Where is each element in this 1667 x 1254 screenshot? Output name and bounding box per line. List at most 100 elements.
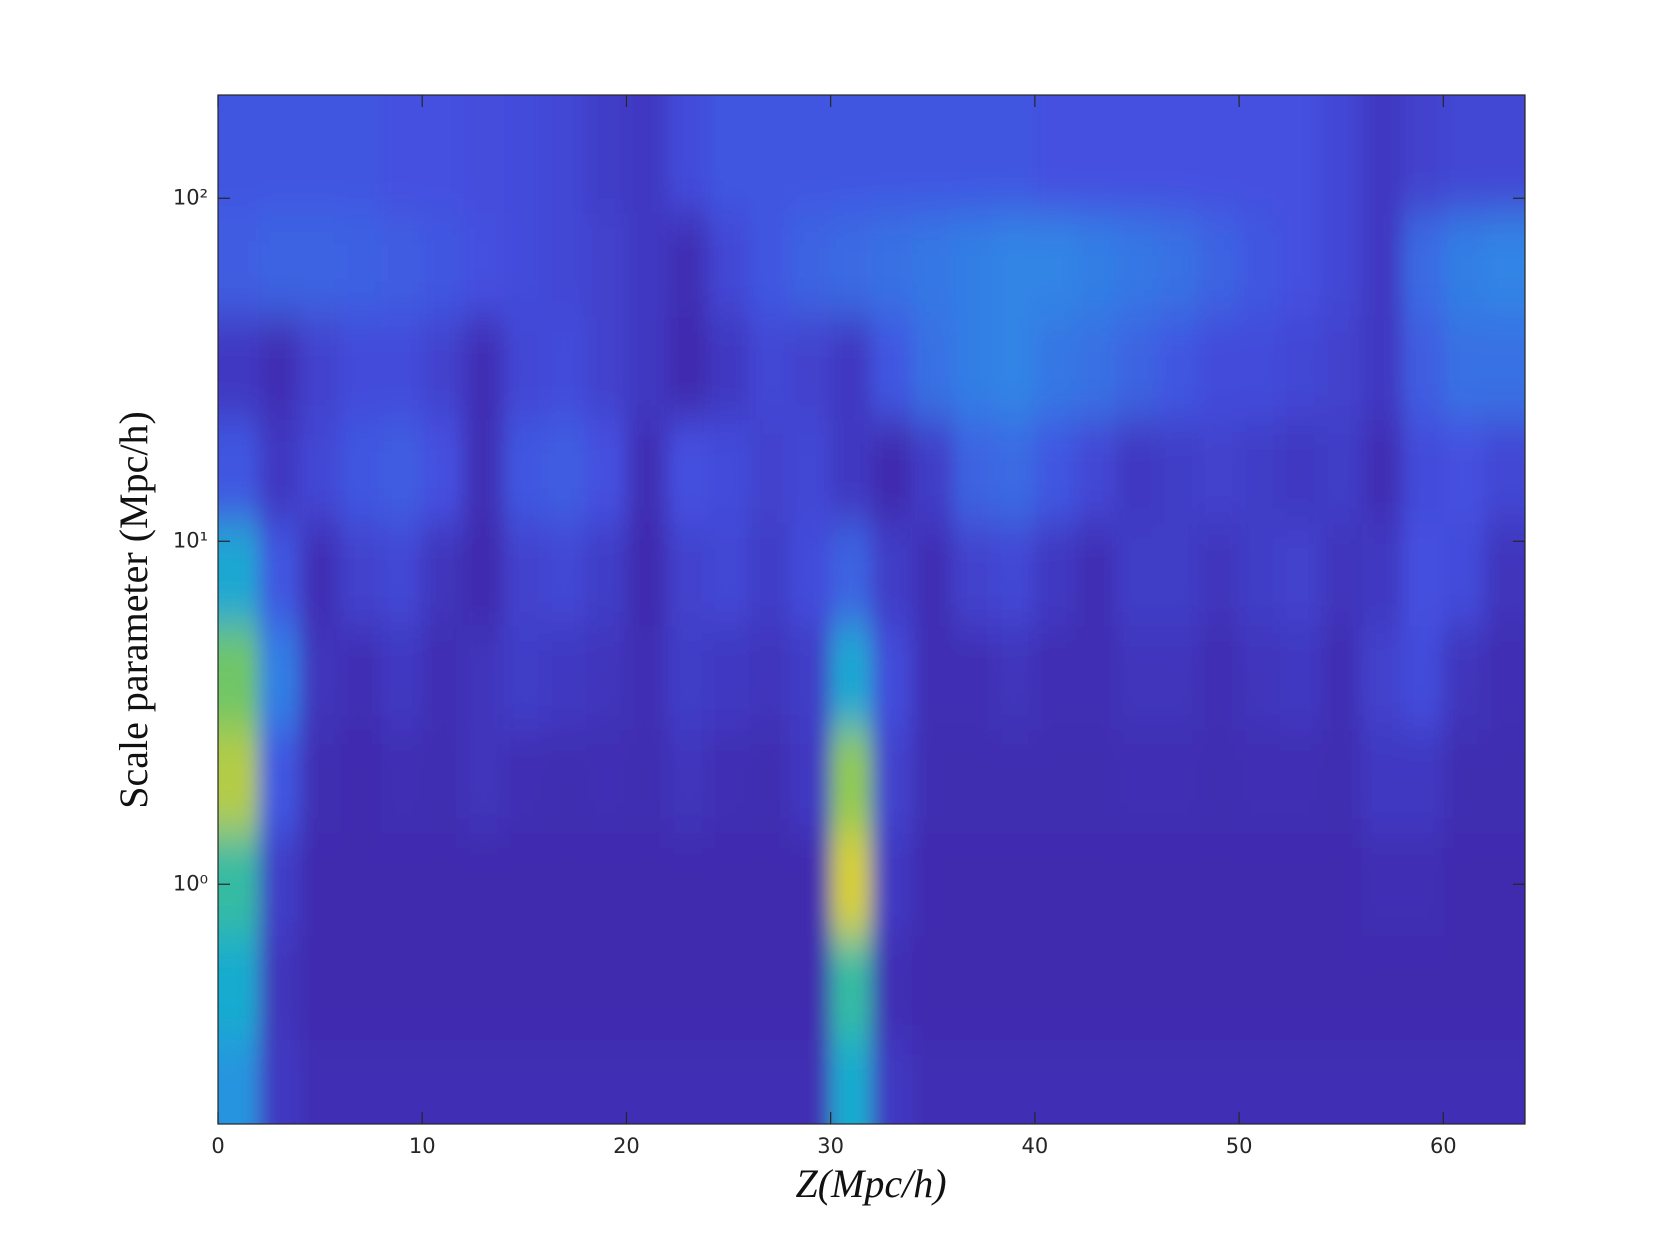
- y-tick-label: 10¹: [173, 528, 208, 552]
- heatmap-cell: [1402, 832, 1444, 937]
- heatmap-cell: [1034, 626, 1077, 730]
- heatmap-cell: [1116, 95, 1158, 214]
- heatmap-cell: [1484, 316, 1525, 421]
- heatmap-cell: [1075, 419, 1118, 524]
- heatmap-cell: [463, 419, 505, 524]
- heatmap-cell: [789, 522, 832, 627]
- heatmap-cell: [463, 626, 505, 730]
- heatmap-cell: [1443, 522, 1485, 627]
- heatmap-cell: [218, 935, 260, 1040]
- heatmap-cell: [503, 1039, 546, 1124]
- heatmap-cell: [585, 522, 627, 627]
- heatmap-cell: [830, 832, 872, 937]
- heatmap-cell: [953, 626, 995, 730]
- heatmap-cell: [667, 1039, 709, 1124]
- heatmap-cell: [503, 626, 546, 730]
- heatmap-cell: [381, 832, 423, 937]
- heatmap-cell: [1239, 213, 1281, 317]
- heatmap-cell: [340, 522, 382, 627]
- heatmap-cell: [422, 935, 464, 1040]
- heatmap-cell: [994, 316, 1036, 421]
- heatmap-cell: [258, 1039, 301, 1124]
- heatmap-cell: [953, 95, 995, 214]
- heatmap-cell: [748, 935, 791, 1040]
- heatmap-cell: [1484, 213, 1525, 317]
- heatmap-cell: [1361, 316, 1403, 421]
- heatmap-cell: [994, 419, 1036, 524]
- heatmap-cell: [218, 95, 260, 214]
- heatmap-cell: [708, 832, 750, 937]
- heatmap-cell: [1484, 419, 1525, 524]
- heatmap-cell: [258, 729, 301, 834]
- heatmap-cell: [1157, 729, 1199, 834]
- heatmap-cell: [422, 1039, 464, 1124]
- heatmap-cell: [422, 832, 464, 937]
- y-tick-label: 10⁰: [173, 871, 208, 895]
- heatmap-cell: [340, 832, 382, 937]
- x-tick-label: 40: [1022, 1134, 1049, 1158]
- heatmap-cell: [1075, 1039, 1118, 1124]
- heatmap-cell: [667, 316, 709, 421]
- heatmap-cell: [1361, 419, 1403, 524]
- heatmap-cell: [1402, 95, 1444, 214]
- heatmap-cell: [626, 95, 668, 214]
- heatmap-cell: [1361, 729, 1403, 834]
- heatmap-cell: [1034, 729, 1077, 834]
- heatmap-cell: [340, 1039, 382, 1124]
- heatmap-cell: [1198, 316, 1240, 421]
- heatmap-cell: [1279, 522, 1322, 627]
- heatmap-cell: [708, 213, 750, 317]
- heatmap-cell: [381, 729, 423, 834]
- heatmap-cell: [258, 213, 301, 317]
- heatmap-cell: [1157, 522, 1199, 627]
- heatmap-cell: [1116, 419, 1158, 524]
- heatmap-cell: [748, 213, 791, 317]
- heatmap-cell: [1320, 316, 1363, 421]
- heatmap-cell: [258, 935, 301, 1040]
- heatmap-cell: [1198, 832, 1240, 937]
- heatmap-cell: [1116, 935, 1158, 1040]
- heatmap-cell: [299, 729, 342, 834]
- heatmap-cell: [1239, 419, 1281, 524]
- heatmap-cell: [953, 522, 995, 627]
- heatmap-cell: [830, 522, 872, 627]
- heatmap-cell: [1279, 1039, 1322, 1124]
- heatmap-cell: [912, 522, 954, 627]
- axes-box: [217, 94, 1526, 1125]
- heatmap-cell: [1320, 729, 1363, 834]
- heatmap-cell: [789, 1039, 832, 1124]
- heatmap-cell: [463, 522, 505, 627]
- heatmap-cell: [667, 729, 709, 834]
- heatmap-cell: [1157, 419, 1199, 524]
- heatmap-cell: [626, 626, 668, 730]
- heatmap-cell: [748, 832, 791, 937]
- heatmap-cell: [218, 213, 260, 317]
- heatmap-cell: [1075, 522, 1118, 627]
- heatmap-cell: [503, 95, 546, 214]
- heatmap-cell: [1198, 522, 1240, 627]
- heatmap-cell: [667, 832, 709, 937]
- heatmap-cell: [1361, 213, 1403, 317]
- heatmap-cell: [422, 95, 464, 214]
- heatmap-cell: [299, 832, 342, 937]
- heatmap-cell: [340, 419, 382, 524]
- heatmap-cell: [871, 729, 913, 834]
- heatmap-cell: [626, 1039, 668, 1124]
- heatmap-cell: [381, 316, 423, 421]
- heatmap-cell: [953, 1039, 995, 1124]
- heatmap-cell: [830, 213, 872, 317]
- heatmap-cell: [299, 419, 342, 524]
- heatmap-cell: [381, 522, 423, 627]
- heatmap-cell: [1239, 522, 1281, 627]
- heatmap-cell: [299, 522, 342, 627]
- heatmap-cell: [544, 729, 587, 834]
- heatmap-cell: [422, 729, 464, 834]
- heatmap-cell: [1198, 729, 1240, 834]
- heatmap-cell: [299, 935, 342, 1040]
- heatmap-cell: [912, 626, 954, 730]
- heatmap-cell: [1443, 213, 1485, 317]
- heatmap-cell: [1402, 419, 1444, 524]
- heatmap-cell: [748, 1039, 791, 1124]
